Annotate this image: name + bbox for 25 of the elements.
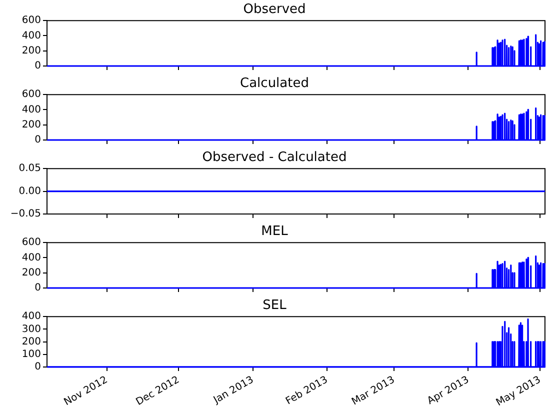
y-tick-label: 200 xyxy=(22,267,41,278)
y-tick-label: 0.05 xyxy=(18,163,41,174)
y-tick-label: −0.05 xyxy=(10,208,41,220)
chart-title: MEL xyxy=(261,224,289,240)
y-tick-label: 0 xyxy=(34,282,41,294)
y-tick-label: 600 xyxy=(22,15,41,26)
y-tick-label: 300 xyxy=(22,324,41,335)
chart-title: Observed - Calculated xyxy=(202,150,347,166)
y-tick-label: 200 xyxy=(22,119,41,130)
y-tick-label: 400 xyxy=(22,252,41,264)
chart-title: Observed xyxy=(243,2,306,18)
y-tick-label: 200 xyxy=(22,45,41,56)
y-tick-label: 600 xyxy=(22,237,41,248)
chart-title: SEL xyxy=(262,298,288,314)
chart-title: Calculated xyxy=(240,76,309,92)
y-tick-label: 0 xyxy=(34,362,41,373)
y-tick-label: 400 xyxy=(22,104,41,116)
y-tick-label: 600 xyxy=(22,89,41,100)
y-tick-label: 0 xyxy=(34,60,41,72)
y-tick-label: 0 xyxy=(34,134,41,146)
y-tick-label: 400 xyxy=(22,30,41,42)
y-tick-label: 200 xyxy=(22,336,41,348)
y-tick-label: 100 xyxy=(22,348,41,360)
y-tick-label: 400 xyxy=(22,311,41,322)
y-tick-label: 0.00 xyxy=(18,186,41,197)
